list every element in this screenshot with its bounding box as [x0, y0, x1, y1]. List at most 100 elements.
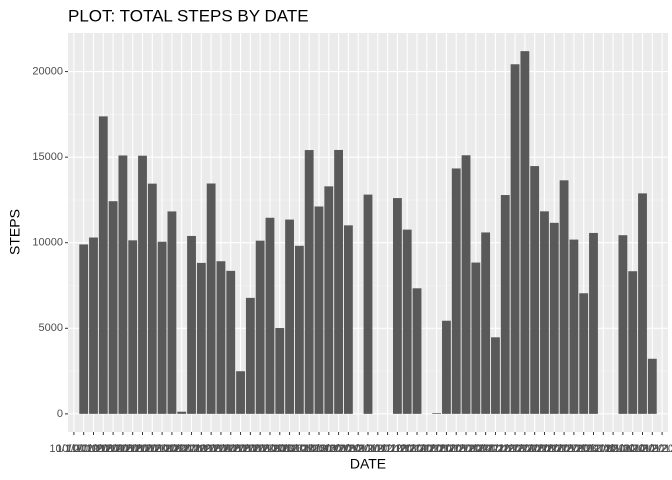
x-tick-label: 10/11/2012: [66, 443, 120, 455]
x-tick-label: 11/17/2012: [429, 443, 483, 455]
x-tick-label: 10/18/2012: [135, 443, 190, 455]
x-tick-label: 10/15/2012: [105, 443, 160, 455]
bar: [157, 241, 167, 414]
bar: [549, 222, 559, 414]
bar: [118, 155, 128, 414]
x-tick-label: 10/17/2012: [125, 443, 180, 455]
chart-title: PLOT: TOTAL STEPS BY DATE: [68, 6, 309, 25]
x-tick-label: 11/23/2012: [498, 443, 552, 455]
bar: [294, 245, 304, 414]
bar: [540, 211, 549, 414]
y-axis-label: STEPS: [7, 209, 23, 255]
x-tick-label: 10/12/2012: [76, 443, 131, 455]
x-tick-label: 10/23/2012: [193, 443, 248, 455]
bar: [177, 411, 187, 414]
x-tick-label: 10/19/2012: [144, 443, 199, 455]
x-tick-label: 10/6/2012: [314, 443, 363, 455]
x-tick-label: 11/3/2012: [569, 443, 617, 455]
bar: [530, 166, 540, 414]
bar: [216, 261, 226, 414]
bar: [304, 150, 314, 414]
bar: [255, 240, 265, 414]
x-tick-label: 11/11/2012: [371, 443, 424, 455]
bar: [500, 195, 510, 414]
x-tick-label: 10/22/2012: [184, 443, 239, 455]
bar: [442, 320, 451, 414]
x-tick-label: 11/24/2012: [508, 443, 562, 455]
bar: [647, 358, 657, 414]
x-tick-label: 11/2/2012: [462, 443, 510, 455]
bar: [579, 293, 589, 414]
bar: [559, 180, 569, 414]
x-tick-label: 11/26/2012: [527, 443, 581, 455]
bar: [285, 219, 294, 414]
bar: [481, 232, 491, 414]
bar: [79, 244, 89, 414]
x-tick-label: 10/5/2012: [304, 443, 353, 455]
x-tick-label: 10/7/2012: [324, 443, 373, 455]
x-tick-label: 10/3/2012: [265, 443, 314, 455]
bar: [412, 288, 422, 414]
bar: [206, 183, 216, 414]
x-tick-label: 11/14/2012: [400, 443, 454, 455]
bar: [147, 183, 157, 414]
x-axis-label: DATE: [350, 456, 386, 472]
x-tick-label: 11/22/2012: [488, 443, 542, 455]
bar: [236, 371, 245, 414]
x-tick-label: 11/13/2012: [390, 443, 444, 455]
x-tick-label: 11/30/2012: [576, 443, 630, 455]
x-tick-label: 11/9/2012: [638, 443, 672, 455]
x-tick-label: 11/16/2012: [419, 443, 473, 455]
x-tick-label: 10/14/2012: [95, 443, 150, 455]
bar: [451, 168, 461, 414]
x-tick-label: 10/1/2012: [49, 443, 98, 455]
x-tick-label: 11/28/2012: [547, 443, 601, 455]
x-tick-label: 10/8/2012: [334, 443, 383, 455]
x-tick-label: 10/27/2012: [233, 443, 288, 455]
x-tick-label: 10/16/2012: [115, 443, 170, 455]
x-tick-label: 11/6/2012: [609, 443, 657, 455]
x-tick-label: 11/25/2012: [517, 443, 571, 455]
x-tick-label: 10/10/2012: [56, 443, 111, 455]
x-tick-label: 11/7/2012: [618, 443, 666, 455]
bar: [638, 193, 647, 414]
x-tick-label: 10/28/2012: [242, 443, 297, 455]
bar: [89, 237, 98, 414]
y-tick-label: 5000: [39, 322, 63, 334]
bar: [314, 206, 324, 414]
bar: [363, 194, 373, 414]
x-tick-label: 11/10/2012: [360, 443, 414, 455]
bar: [265, 217, 275, 414]
x-tick-label: 10/13/2012: [86, 443, 141, 455]
x-tick-label: 10/20/2012: [164, 443, 219, 455]
bar: [187, 235, 196, 414]
bar: [167, 211, 177, 414]
bar: [402, 229, 412, 414]
x-tick-label: 11/27/2012: [537, 443, 591, 455]
x-tick-label: 11/15/2012: [410, 443, 464, 455]
x-tick-label: 11/29/2012: [557, 443, 611, 455]
y-tick-label: 10000: [32, 237, 63, 249]
bar: [618, 235, 628, 414]
y-tick-label: 20000: [32, 65, 63, 77]
bar: [196, 262, 206, 414]
y-tick-label: 15000: [32, 151, 63, 163]
y-tick-label: 0: [57, 408, 63, 420]
bar: [393, 198, 402, 414]
x-tick-label: 11/8/2012: [628, 443, 672, 455]
x-tick-label: 10/24/2012: [203, 443, 258, 455]
x-tick-label: 11/18/2012: [439, 443, 493, 455]
bar: [245, 297, 255, 414]
x-tick-label: 11/21/2012: [478, 443, 532, 455]
x-tick-label: 10/9/2012: [344, 443, 393, 455]
x-tick-label: 10/31/2012: [282, 443, 337, 455]
x-tick-label: 11/4/2012: [589, 443, 637, 455]
x-tick-label: 10/21/2012: [174, 443, 229, 455]
x-tick-label: 10/26/2012: [223, 443, 278, 455]
x-tick-label: 11/5/2012: [599, 443, 647, 455]
bar: [432, 413, 442, 414]
bar: [343, 225, 353, 414]
bar: [108, 201, 118, 414]
bar: [324, 186, 334, 414]
